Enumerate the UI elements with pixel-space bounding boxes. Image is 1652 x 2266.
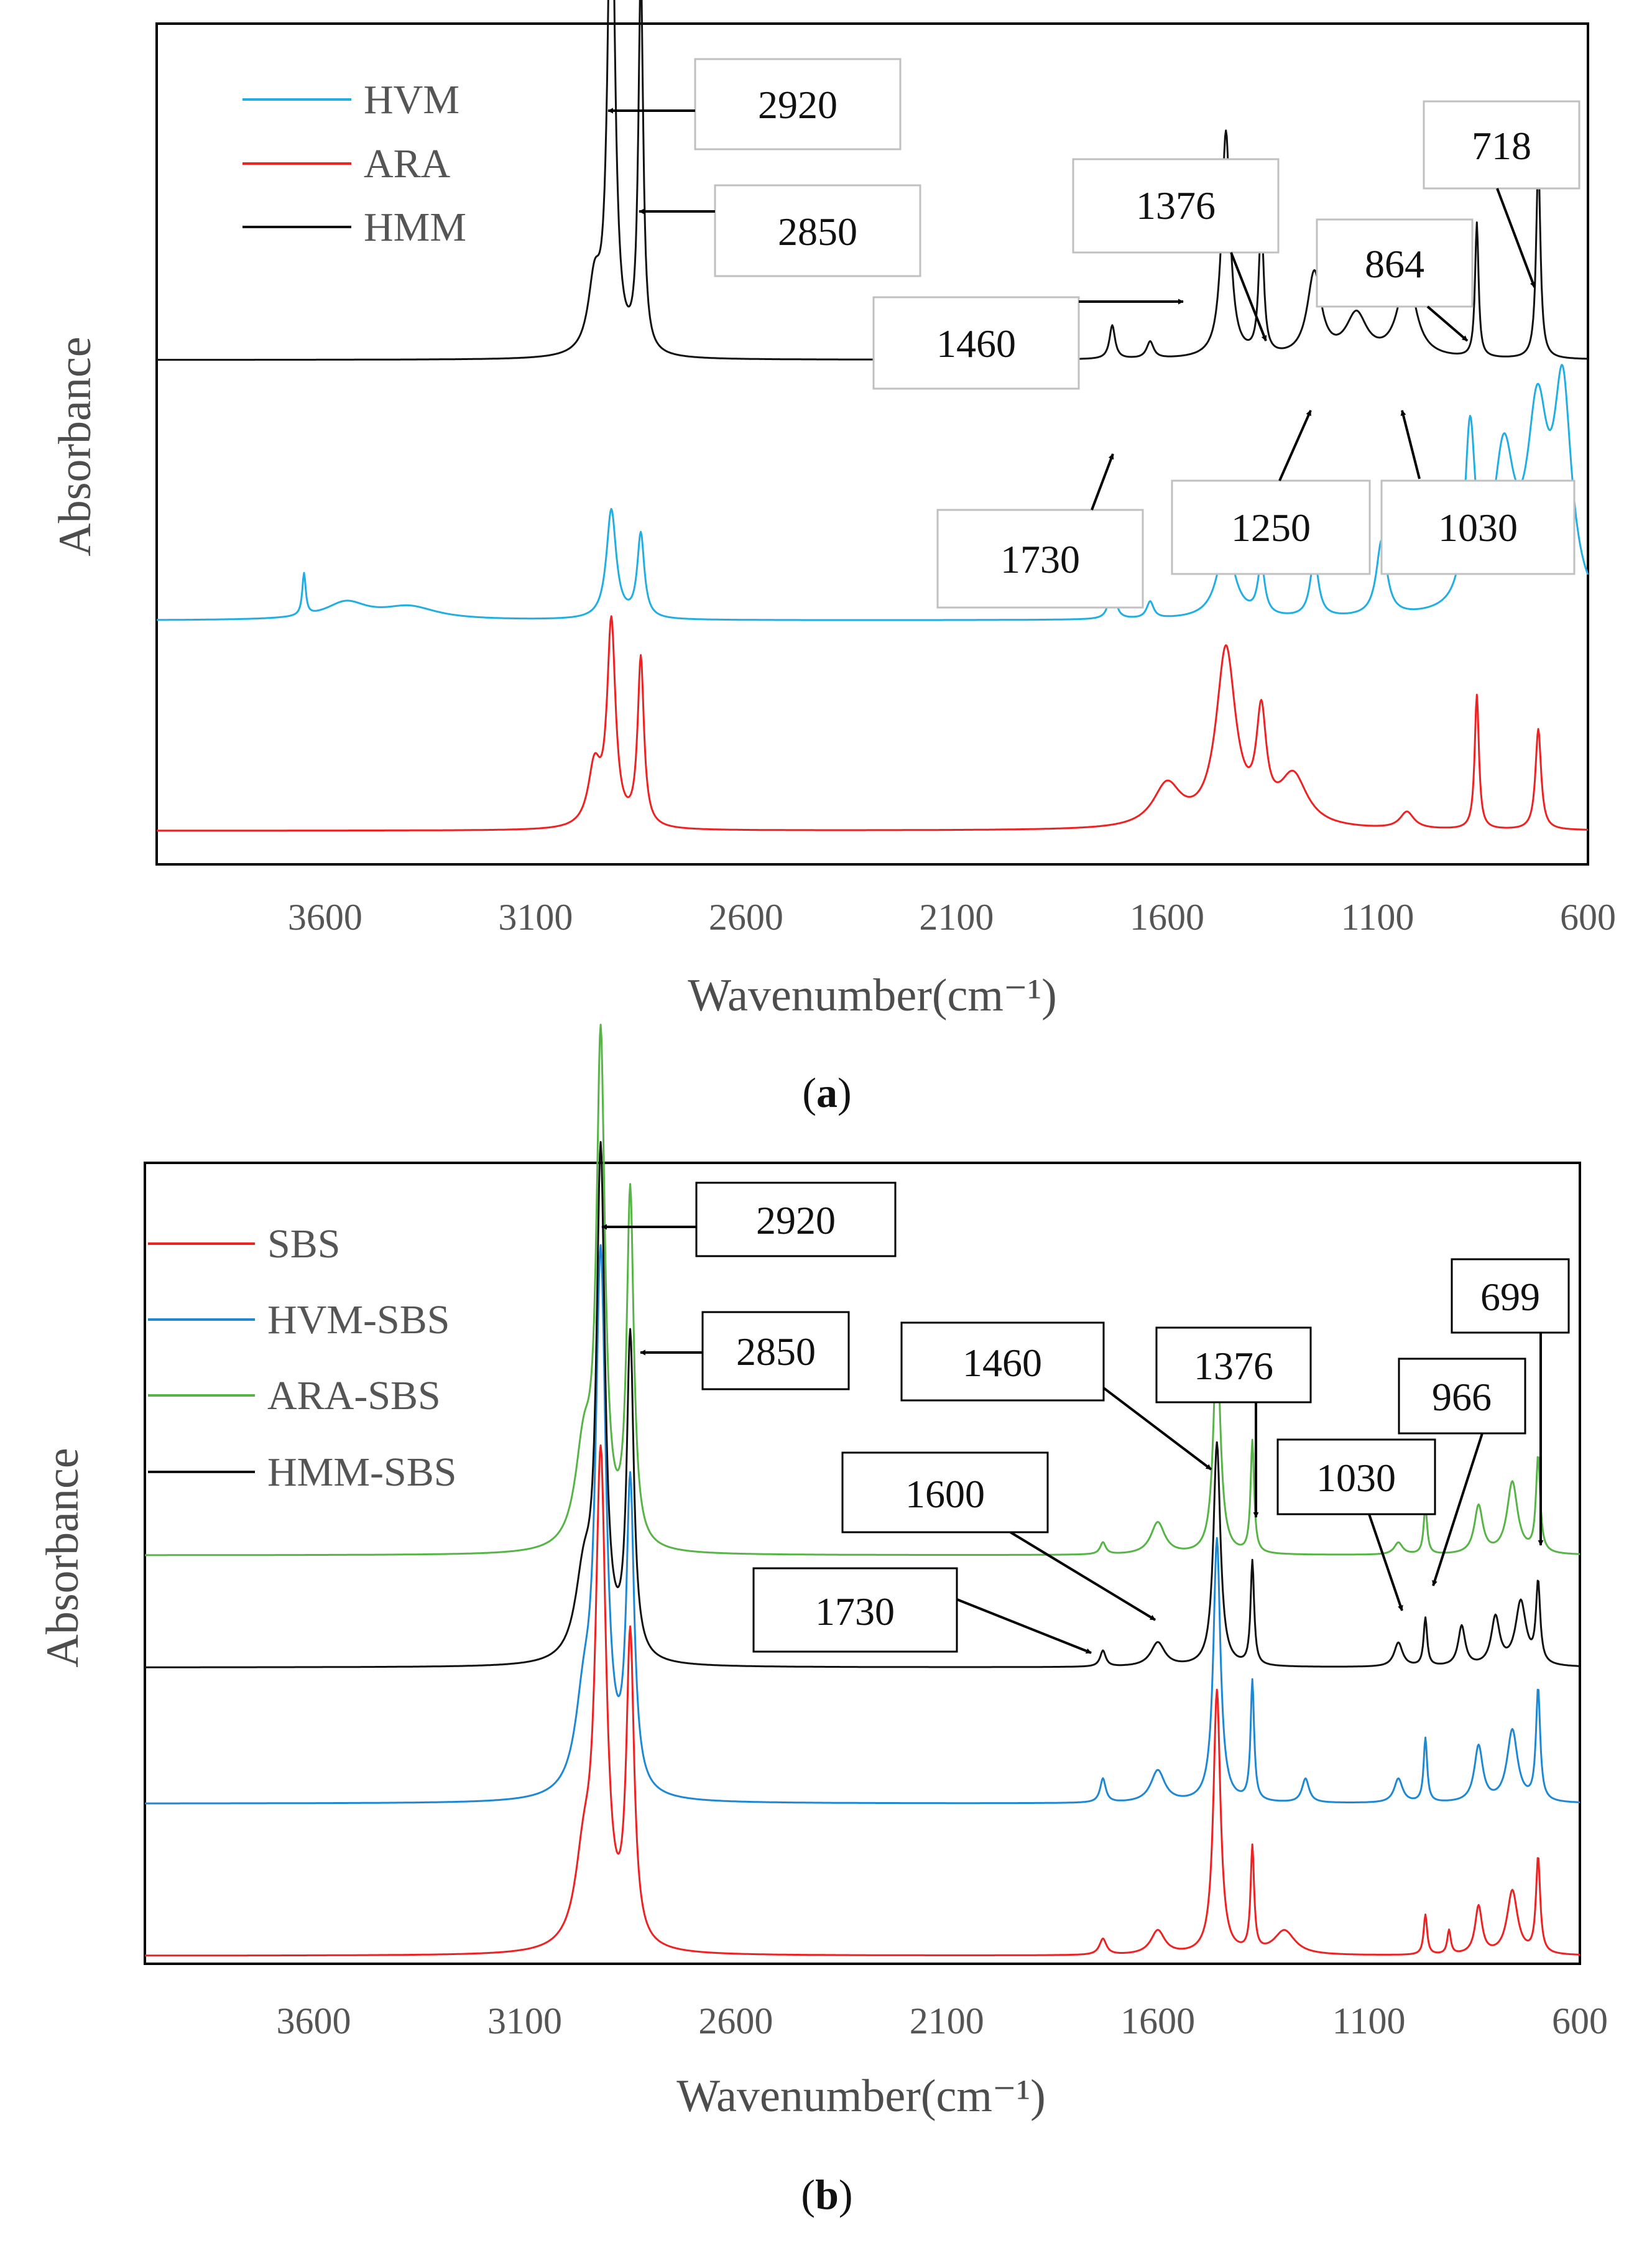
legend-label-hmm-sbs: HMM-SBS: [267, 1450, 456, 1495]
annotation-2920: 2920: [607, 58, 902, 150]
x-tick-label-3100: 3100: [487, 2000, 562, 2042]
annotation-b-2920: 2920: [601, 1182, 897, 1257]
annotation-b-1030-label: 1030: [1316, 1456, 1396, 1500]
panel-a-plot-frame: [155, 22, 1589, 866]
annotation-2850: 2850: [639, 184, 921, 277]
annotation-b-699-label: 699: [1480, 1275, 1540, 1319]
legend-label-hmm: HMM: [364, 205, 466, 250]
annotation-1250-label: 1250: [1231, 506, 1311, 550]
annotation-1250: 1250: [1171, 410, 1371, 575]
series-line-sbs: [144, 1444, 1580, 1957]
annotation-1030-label: 1030: [1438, 506, 1518, 550]
x-tick-label-2100: 2100: [919, 897, 994, 938]
annotation-b-1730: 1730: [752, 1567, 1092, 1654]
panel-b-y-axis-label: Absorbance: [37, 1448, 88, 1667]
panel-b-chart: 3600 3100 2600 2100 1600 1100 600 SBS HVM-SBS …: [37, 1024, 1608, 2218]
annotation-2850-label: 2850: [778, 210, 857, 254]
panel-a-caption: (a): [802, 1069, 851, 1116]
x-tick-label-2600: 2600: [698, 2000, 773, 2042]
panel-a-annotations: 2920 2850 1376 718 864: [607, 58, 1580, 609]
annotation-b-966: 966: [1398, 1357, 1526, 1586]
panel-a-y-axis-label: Absorbance: [50, 336, 101, 556]
series-line-hvm-sbs: [144, 1244, 1580, 1805]
panel-b-x-ticks: 3600 3100 2600 2100 1600 1100 600: [277, 2000, 1608, 2042]
annotation-b-1600: 1600: [841, 1451, 1156, 1621]
panel-a-chart: 3600 3100 2600 2100 1600 1100 600 HVM ARA HMM …: [50, 0, 1616, 1116]
legend-label-ara: ARA: [364, 141, 451, 187]
panel-b-legend: SBS HVM-SBS ARA-SBS HMM-SBS: [148, 1221, 456, 1495]
annotation-1460-label: 1460: [936, 321, 1016, 366]
x-tick-label-1600: 1600: [1130, 897, 1204, 938]
legend-label-hvm: HVM: [364, 77, 459, 123]
legend-label-ara-sbs: ARA-SBS: [267, 1373, 441, 1418]
annotation-1730-label: 1730: [1000, 537, 1080, 581]
annotation-1460: 1460: [872, 296, 1184, 390]
series-line-ara-sbs: [144, 1024, 1580, 1556]
annotation-b-1730-label: 1730: [815, 1589, 895, 1634]
annotation-1376: 1376: [1072, 158, 1280, 341]
panel-b-annotations: 2920 2850 1460 1376 699: [601, 1182, 1570, 1654]
annotation-b-1600-label: 1600: [905, 1472, 985, 1516]
x-tick-label-3600: 3600: [277, 2000, 351, 2042]
x-tick-label-600: 600: [1552, 2000, 1608, 2042]
annotation-b-966-label: 966: [1432, 1375, 1492, 1419]
panel-a-x-ticks: 3600 3100 2600 2100 1600 1100 600: [288, 897, 1616, 938]
series-line-hmm-sbs: [144, 1140, 1580, 1668]
annotation-864: 864: [1316, 218, 1474, 342]
annotation-b-699: 699: [1451, 1258, 1570, 1546]
panel-a-series: [156, 0, 1589, 832]
legend-label-sbs: SBS: [267, 1221, 340, 1267]
x-tick-label-2600: 2600: [709, 897, 783, 938]
annotation-b-2920-label: 2920: [756, 1198, 836, 1242]
x-tick-label-3600: 3600: [288, 897, 362, 938]
x-tick-label-2100: 2100: [910, 2000, 984, 2042]
annotation-1030: 1030: [1380, 410, 1576, 575]
x-tick-label-600: 600: [1560, 897, 1616, 938]
annotation-2920-label: 2920: [758, 83, 838, 127]
panel-a-legend: HVM ARA HMM: [242, 77, 466, 250]
x-tick-label-1600: 1600: [1120, 2000, 1195, 2042]
annotation-1730: 1730: [936, 453, 1144, 609]
annotation-718: 718: [1423, 100, 1580, 288]
series-line-ara: [156, 615, 1589, 832]
annotation-b-1460: 1460: [900, 1321, 1212, 1471]
legend-label-hvm-sbs: HVM-SBS: [267, 1297, 450, 1343]
annotation-b-1030: 1030: [1276, 1438, 1436, 1611]
panel-b-plot-frame: [144, 1162, 1581, 1965]
series-line-hmm: [156, 0, 1589, 361]
annotation-b-1376: 1376: [1155, 1326, 1312, 1518]
panel-b-x-axis-label: Wavenumber(cm⁻¹): [676, 2071, 1046, 2122]
annotation-1376-label: 1376: [1136, 183, 1216, 228]
annotation-b-1460-label: 1460: [962, 1341, 1042, 1385]
x-tick-label-3100: 3100: [498, 897, 573, 938]
annotation-b-2850-label: 2850: [736, 1330, 816, 1374]
annotation-b-1376-label: 1376: [1194, 1344, 1273, 1388]
x-tick-label-1100: 1100: [1341, 897, 1414, 938]
panel-b-series: [144, 1024, 1580, 1957]
panel-a-x-axis-label: Wavenumber(cm⁻¹): [688, 970, 1057, 1021]
annotation-718-label: 718: [1472, 124, 1531, 168]
annotation-864-label: 864: [1365, 242, 1424, 286]
panel-b-caption: (b): [801, 2171, 852, 2218]
annotation-b-2850: 2850: [640, 1311, 850, 1390]
series-line-hvm: [156, 364, 1589, 621]
x-tick-label-1100: 1100: [1332, 2000, 1406, 2042]
